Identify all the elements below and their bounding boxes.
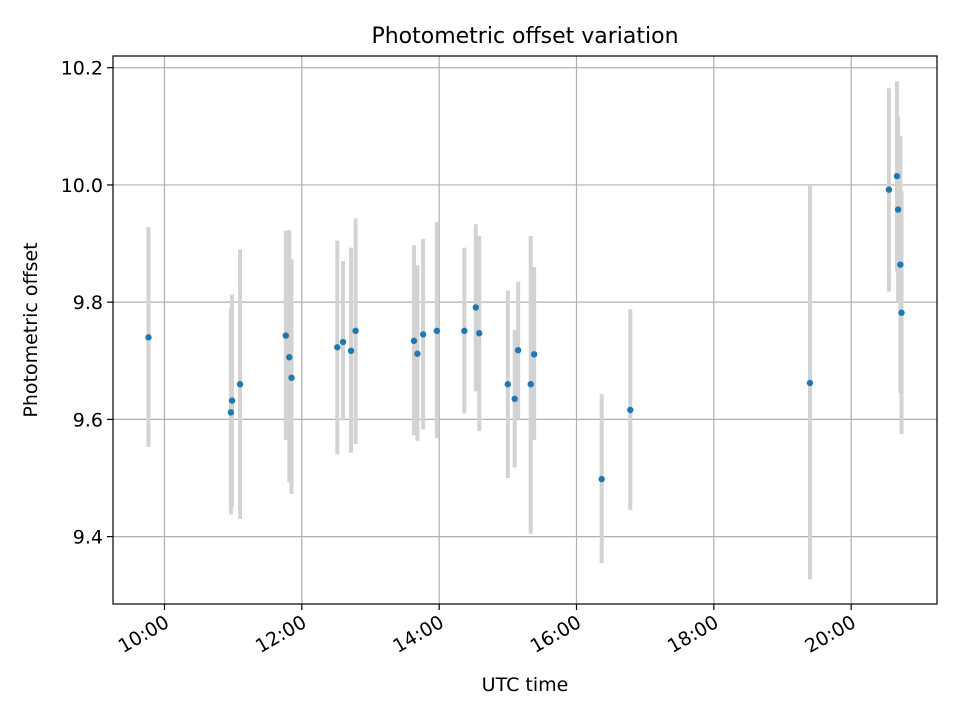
plot-frame xyxy=(112,55,938,605)
data-point xyxy=(228,397,236,404)
data-point xyxy=(282,332,290,339)
y-tick-label: 10.0 xyxy=(61,175,103,197)
data-point xyxy=(472,304,479,311)
data-point xyxy=(476,330,483,337)
data-point xyxy=(885,186,893,193)
data-point xyxy=(419,331,427,338)
data-point xyxy=(286,354,293,361)
data-point xyxy=(504,381,512,388)
data-point xyxy=(893,172,901,180)
data-point xyxy=(461,327,468,335)
data-point xyxy=(334,344,341,351)
data-point xyxy=(414,350,421,357)
data-point xyxy=(227,409,235,416)
plot-area xyxy=(113,56,937,604)
y-tick-label: 9.8 xyxy=(73,292,103,314)
data-point xyxy=(410,337,418,345)
data-point xyxy=(897,261,904,268)
data-point xyxy=(527,381,534,388)
chart-title: Photometric offset variation xyxy=(371,24,678,49)
data-point xyxy=(598,475,605,483)
data-point xyxy=(627,406,634,414)
data-point xyxy=(288,374,295,381)
data-point xyxy=(894,206,902,213)
data-point xyxy=(339,338,347,346)
y-tick-label: 10.2 xyxy=(61,58,103,80)
data-point xyxy=(145,334,152,341)
data-point xyxy=(898,309,905,316)
x-axis-label: UTC time xyxy=(482,674,569,696)
y-axis-ticks: 9.4 9.6 9.8 10.0 10.2 xyxy=(61,58,113,549)
data-point xyxy=(236,381,244,388)
data-points xyxy=(145,172,905,483)
y-axis-label: Photometric offset xyxy=(20,242,42,417)
data-point xyxy=(352,327,359,335)
data-point xyxy=(433,327,441,335)
y-tick-label: 9.4 xyxy=(73,527,103,549)
data-point xyxy=(806,379,814,387)
data-point xyxy=(511,395,518,403)
data-point xyxy=(514,347,522,354)
data-point xyxy=(347,347,355,355)
y-tick-label: 9.6 xyxy=(73,409,103,431)
data-point xyxy=(530,351,538,358)
